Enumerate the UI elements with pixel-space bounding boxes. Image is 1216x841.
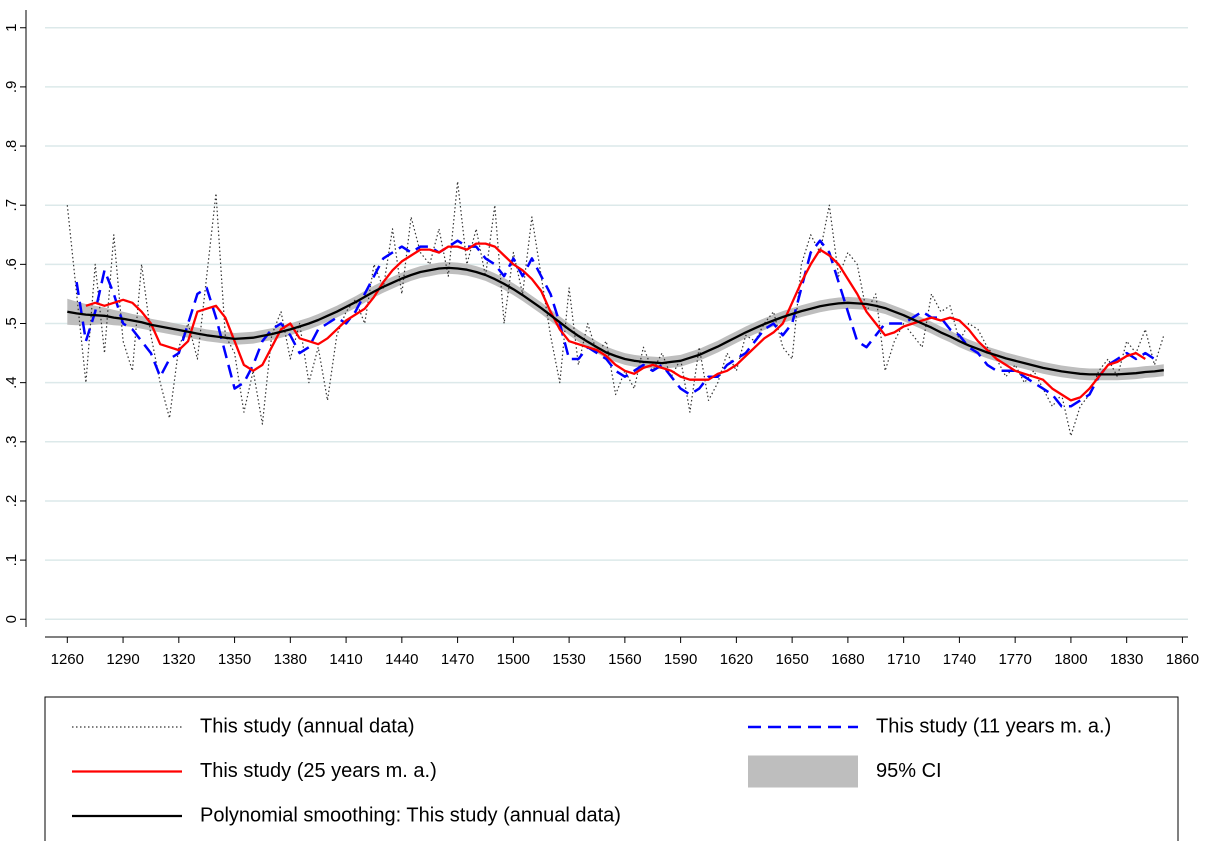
y-tick-label: .3 [3, 436, 20, 449]
x-tick-label: 1740 [943, 651, 976, 668]
legend-box [44, 696, 1179, 841]
x-tick-label: 1320 [162, 651, 195, 668]
legend-label: This study (25 years m. a.) [200, 760, 437, 782]
x-tick-label: 1410 [329, 651, 362, 668]
y-tick-label: 0 [3, 615, 20, 623]
x-tick-label: 1440 [385, 651, 418, 668]
x-tick-label: 1680 [831, 651, 864, 668]
x-tick-label: 1470 [441, 651, 474, 668]
y-tick-label: .1 [3, 554, 20, 567]
series-line [67, 266, 1164, 376]
y-tick-label: 1 [3, 24, 20, 32]
legend-swatch [748, 755, 858, 788]
y-tick-label: .7 [3, 199, 20, 212]
x-tick-label: 1560 [608, 651, 641, 668]
x-tick-label: 1860 [1166, 651, 1199, 668]
x-tick-label: 1710 [887, 651, 920, 668]
y-tick-label: .4 [3, 376, 20, 389]
x-tick-label: 1290 [106, 651, 139, 668]
x-tick-label: 1830 [1110, 651, 1143, 668]
x-tick-label: 1650 [775, 651, 808, 668]
x-tick-label: 1350 [218, 651, 251, 668]
series-line [75, 239, 1156, 408]
x-tick-label: 1800 [1054, 651, 1087, 668]
x-tick-label: 1500 [497, 651, 530, 668]
legend-label: This study (11 years m. a.) [876, 715, 1111, 737]
legend-label: Polynomial smoothing: This study (annual… [200, 804, 621, 826]
x-tick-label: 1620 [720, 651, 753, 668]
y-tick-label: .9 [3, 81, 20, 94]
x-tick-label: 1380 [274, 651, 307, 668]
series-line [85, 242, 1146, 402]
x-tick-label: 1260 [51, 651, 84, 668]
series-line [66, 180, 1165, 437]
legend-label: 95% CI [876, 760, 942, 782]
y-tick-label: .2 [3, 495, 20, 508]
y-tick-label: .8 [3, 140, 20, 153]
legend-label: This study (annual data) [200, 715, 415, 737]
x-tick-label: 1590 [664, 651, 697, 668]
y-tick-label: .5 [3, 317, 20, 330]
x-tick-label: 1530 [552, 651, 585, 668]
x-tick-label: 1770 [998, 651, 1031, 668]
y-tick-label: .6 [3, 258, 20, 271]
